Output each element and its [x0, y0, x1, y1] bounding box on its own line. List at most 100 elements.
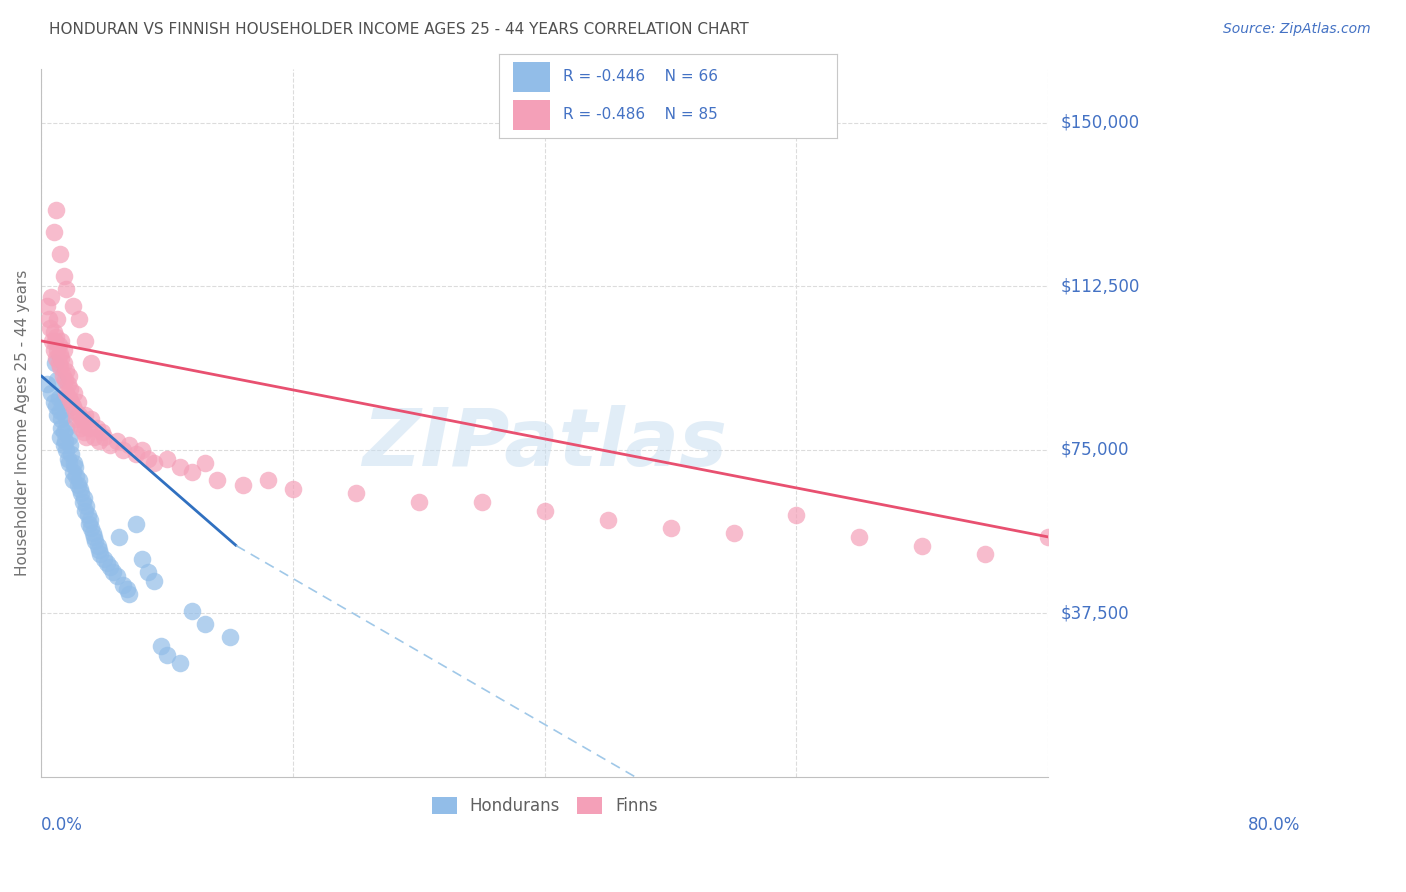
Point — [80, 521, 103, 535]
Point — [156, 648, 179, 662]
Point — [83, 530, 105, 544]
Point — [73, 425, 96, 440]
Text: $75,000: $75,000 — [1060, 441, 1129, 458]
Point — [181, 604, 204, 618]
Point — [39, 386, 62, 401]
Point — [37, 377, 59, 392]
Point — [169, 657, 191, 671]
Point — [108, 530, 131, 544]
Point — [44, 356, 66, 370]
Point — [58, 430, 80, 444]
Point — [194, 456, 217, 470]
Point — [471, 495, 494, 509]
Point — [93, 430, 115, 444]
Point — [723, 525, 745, 540]
Point — [281, 482, 304, 496]
Point — [149, 639, 172, 653]
Point — [87, 434, 110, 448]
Text: 80.0%: 80.0% — [1247, 815, 1301, 833]
Point — [70, 486, 93, 500]
Point — [105, 434, 128, 448]
Point — [52, 356, 75, 370]
Point — [77, 421, 100, 435]
Point — [46, 312, 69, 326]
Point — [98, 438, 121, 452]
Text: $37,500: $37,500 — [1060, 604, 1129, 623]
Point — [111, 578, 134, 592]
Point — [87, 539, 110, 553]
Point — [45, 351, 67, 366]
Point — [63, 460, 86, 475]
Point — [53, 373, 76, 387]
Point — [73, 491, 96, 505]
Point — [90, 425, 112, 440]
Point — [67, 408, 90, 422]
Point — [136, 451, 159, 466]
Point — [115, 582, 138, 597]
Point — [51, 412, 73, 426]
Point — [93, 551, 115, 566]
Point — [194, 617, 217, 632]
Point — [44, 334, 66, 348]
Point — [87, 543, 110, 558]
Point — [82, 525, 104, 540]
Point — [41, 334, 63, 348]
Point — [72, 412, 94, 426]
Point — [596, 512, 619, 526]
Point — [59, 382, 82, 396]
Text: 0.0%: 0.0% — [41, 815, 83, 833]
Point — [55, 364, 77, 378]
Point — [48, 391, 70, 405]
Point — [344, 486, 367, 500]
Point — [219, 630, 242, 644]
Point — [51, 421, 73, 435]
Point — [84, 534, 107, 549]
Point — [49, 347, 72, 361]
Point — [65, 412, 87, 426]
Point — [52, 343, 75, 357]
Point — [62, 299, 84, 313]
Point — [118, 586, 141, 600]
Point — [45, 329, 67, 343]
Point — [89, 548, 111, 562]
Y-axis label: Householder Income Ages 25 - 44 years: Householder Income Ages 25 - 44 years — [15, 269, 30, 575]
Point — [86, 421, 108, 435]
Text: Source: ZipAtlas.com: Source: ZipAtlas.com — [1223, 22, 1371, 37]
Point — [62, 399, 84, 413]
Point — [785, 508, 807, 523]
Point — [45, 399, 67, 413]
Point — [181, 465, 204, 479]
Point — [51, 368, 73, 383]
Point — [80, 412, 103, 426]
Point — [49, 430, 72, 444]
Point — [98, 560, 121, 574]
Point — [232, 477, 254, 491]
Point — [60, 447, 83, 461]
Point — [56, 377, 79, 392]
Point — [37, 299, 59, 313]
Point — [55, 282, 77, 296]
Text: $112,500: $112,500 — [1060, 277, 1140, 295]
Point — [39, 320, 62, 334]
Point — [55, 442, 77, 457]
Point — [45, 203, 67, 218]
Point — [53, 434, 76, 448]
Point — [75, 504, 97, 518]
Point — [156, 451, 179, 466]
Point — [80, 356, 103, 370]
Point — [51, 334, 73, 348]
Point — [77, 516, 100, 531]
Point — [124, 447, 146, 461]
Point — [46, 373, 69, 387]
Point — [63, 386, 86, 401]
Point — [67, 312, 90, 326]
Point — [48, 338, 70, 352]
Point — [52, 438, 75, 452]
Point — [75, 500, 97, 514]
Point — [69, 417, 91, 431]
Point — [533, 504, 555, 518]
Point — [60, 395, 83, 409]
Point — [42, 343, 65, 357]
Point — [62, 465, 84, 479]
Point — [101, 565, 124, 579]
